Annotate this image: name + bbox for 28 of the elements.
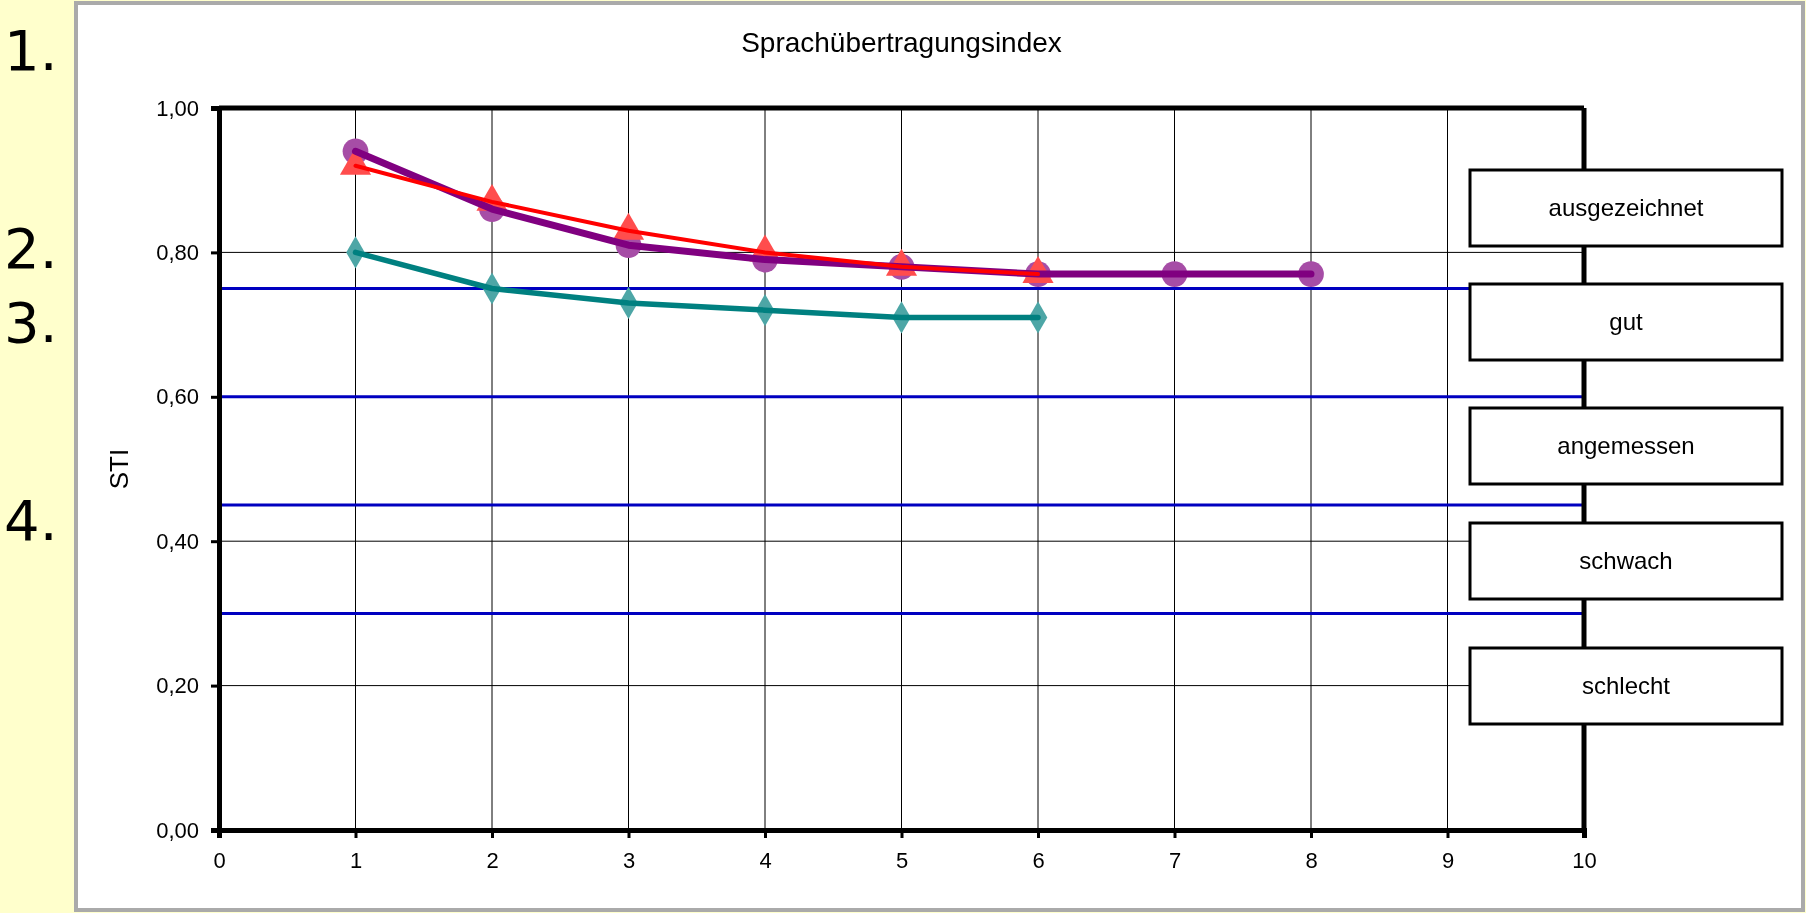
chart-title: Sprachübertragungsindex [741,27,1062,58]
y-axis-title: STI [104,448,134,490]
text: 2. [4,216,58,281]
x-tick-label: 9 [1441,847,1455,873]
y-tick-label: 0,20 [156,673,199,699]
y-tick-label: 1,00 [156,95,199,121]
x-tick-label: 4 [759,847,772,873]
annotation: schwach [1579,547,1673,575]
y-tick-label: 0,80 [156,239,199,265]
x-tick-label: 2 [486,847,499,873]
x-tick-label: 1 [349,847,363,873]
text: 3. [4,290,58,355]
annotation: angemessen [1557,432,1695,460]
x-tick-label: 5 [895,847,909,873]
x-tick-label: 7 [1168,847,1182,873]
y-tick-label: 0,40 [156,528,199,554]
x-tick-label: 3 [622,847,636,873]
annotation: schlecht [1581,672,1671,700]
x-tick-label: 0 [213,847,226,873]
annotation: ausgezeichnet [1548,194,1704,222]
y-tick-label: 0,00 [156,817,199,843]
x-tick-label: 6 [1032,847,1045,873]
x-tick-label: 8 [1305,847,1318,873]
text: 4. [4,488,58,553]
y-tick-label: 0,60 [156,384,199,410]
text: gut [1609,308,1644,336]
x-tick-label: 10 [1572,847,1597,873]
text: 1. [4,18,58,83]
